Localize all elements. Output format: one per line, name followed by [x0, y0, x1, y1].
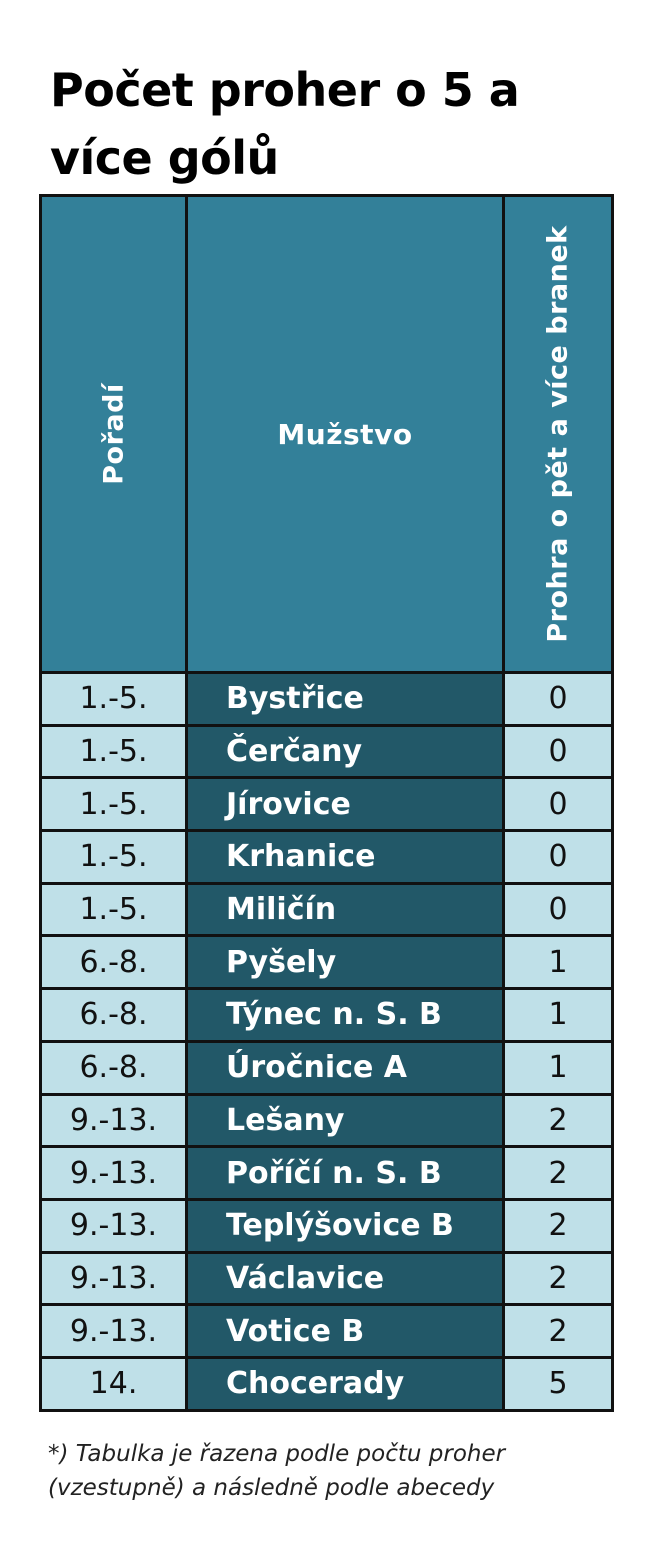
losses-cell: 2	[502, 1092, 614, 1149]
rank-cell: 1.-5.	[39, 829, 188, 885]
team-cell: Votice B	[185, 1303, 505, 1359]
team-cell: Pyšely	[185, 934, 505, 991]
team-cell: Poříčí n. S. B	[185, 1145, 505, 1201]
rank-cell: 1.-5.	[39, 723, 188, 780]
table-row: 6.-8. Pyšely 1	[39, 934, 614, 991]
header-team: Mužstvo	[185, 194, 505, 674]
table-row: 14. Chocerady 5	[39, 1355, 614, 1412]
table-row: 9.-13. Lešany 2	[39, 1092, 614, 1149]
losses-cell: 2	[502, 1145, 614, 1201]
rank-cell: 6.-8.	[39, 987, 188, 1043]
rank-cell: 9.-13.	[39, 1092, 188, 1149]
losses-cell: 0	[502, 723, 614, 780]
team-cell: Chocerady	[185, 1355, 505, 1412]
team-cell: Jírovice	[185, 776, 505, 833]
table-body: 1.-5. Bystřice 0 1.-5. Čerčany 0 1.-5. Jírovice…	[39, 671, 614, 1412]
footnote: *) Tabulka je řazena podle počtu proher …	[48, 1437, 608, 1505]
table-row: 1.-5. Miličín 0	[39, 881, 614, 938]
footnote-line-2: (vzestupně) a následně podle abecedy	[48, 1475, 495, 1501]
header-team-label: Mužstvo	[277, 417, 413, 451]
team-cell: Krhanice	[185, 829, 505, 885]
table-row: 1.-5. Čerčany 0	[39, 723, 614, 780]
page-title: Počet proher o 5 a více gólů	[50, 63, 520, 185]
team-cell: Miličín	[185, 881, 505, 938]
rank-cell: 1.-5.	[39, 776, 188, 833]
rank-cell: 6.-8.	[39, 1039, 188, 1096]
rank-cell: 9.-13.	[39, 1197, 188, 1254]
header-rank-label: Pořadí	[98, 383, 129, 485]
rank-cell: 6.-8.	[39, 934, 188, 991]
losses-cell: 0	[502, 671, 614, 727]
losses-cell: 1	[502, 1039, 614, 1096]
losses-cell: 2	[502, 1250, 614, 1307]
rank-cell: 1.-5.	[39, 671, 188, 727]
team-cell: Lešany	[185, 1092, 505, 1149]
team-cell: Bystřice	[185, 671, 505, 727]
table-header-row: Pořadí Mužstvo Prohra o pět a více brane…	[39, 194, 614, 674]
team-cell: Týnec n. S. B	[185, 987, 505, 1043]
team-cell: Čerčany	[185, 723, 505, 780]
rank-cell: 9.-13.	[39, 1145, 188, 1201]
header-losses: Prohra o pět a více branek	[502, 194, 614, 674]
losses-cell: 2	[502, 1303, 614, 1359]
team-cell: Václavice	[185, 1250, 505, 1307]
table-row: 1.-5. Jírovice 0	[39, 776, 614, 833]
rank-cell: 14.	[39, 1355, 188, 1412]
header-losses-label: Prohra o pět a více branek	[542, 225, 574, 643]
losses-cell: 0	[502, 776, 614, 833]
header-rank: Pořadí	[39, 194, 188, 674]
rank-cell: 9.-13.	[39, 1303, 188, 1359]
table-row: 9.-13. Václavice 2	[39, 1250, 614, 1307]
table-row: 1.-5. Krhanice 0	[39, 829, 614, 885]
losses-cell: 1	[502, 987, 614, 1043]
losses-cell: 2	[502, 1197, 614, 1254]
table-row: 1.-5. Bystřice 0	[39, 671, 614, 727]
losses-cell: 0	[502, 881, 614, 938]
footnote-line-1: *) Tabulka je řazena podle počtu proher	[48, 1441, 506, 1467]
rank-cell: 1.-5.	[39, 881, 188, 938]
losses-cell: 0	[502, 829, 614, 885]
losses-cell: 5	[502, 1355, 614, 1412]
rank-cell: 9.-13.	[39, 1250, 188, 1307]
standings-table: Pořadí Mužstvo Prohra o pět a více brane…	[39, 194, 614, 1412]
team-cell: Úročnice A	[185, 1039, 505, 1096]
team-cell: Teplýšovice B	[185, 1197, 505, 1254]
losses-cell: 1	[502, 934, 614, 991]
